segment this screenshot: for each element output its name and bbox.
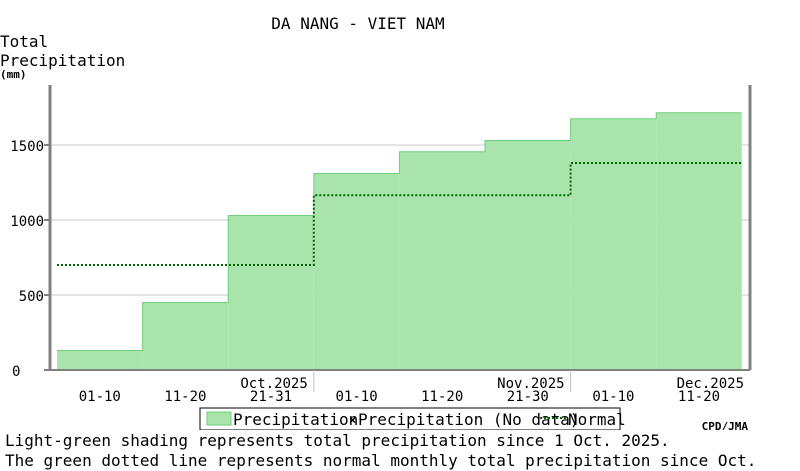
precip-step <box>570 118 657 370</box>
y-tick-label: 0 <box>12 364 20 380</box>
x-period-label: 01-10 <box>336 389 378 405</box>
normal-line <box>57 162 742 266</box>
normal-step-line <box>57 162 742 266</box>
y-axis-label-line2: Precipitation <box>0 51 125 70</box>
chart-title: DA NANG - VIET NAM <box>271 14 444 33</box>
precip-step <box>485 140 571 370</box>
x-period-label: 01-10 <box>79 389 121 405</box>
caption-line-2: The green dotted line represents normal … <box>5 451 757 470</box>
precip-outline <box>57 112 742 351</box>
x-axis-ticks: 01-10 11-20 21-31 01-10 11-20 21-30 01-10 11-20… <box>79 370 744 405</box>
y-axis-ticks: 0 500 1000 1500 <box>10 139 50 380</box>
precip-step <box>656 112 742 370</box>
legend-normal-label: Normal <box>568 410 626 429</box>
precip-step <box>399 151 485 370</box>
caption-line-1: Light-green shading represents total pre… <box>5 431 670 450</box>
precipitation-steps <box>57 112 742 370</box>
x-month-label: Oct.2025 <box>240 376 307 392</box>
precip-step <box>228 215 314 370</box>
x-period-label: 21-31 <box>250 389 292 405</box>
plot-frame <box>48 85 752 371</box>
x-period-label: 11-20 <box>678 389 720 405</box>
y-axis-unit: (mm) <box>0 68 27 81</box>
x-period-label: 01-10 <box>592 389 634 405</box>
x-period-label: 11-20 <box>421 389 463 405</box>
precip-step <box>313 173 400 370</box>
x-period-label: 21-30 <box>507 389 549 405</box>
credit-label: CPD/JMA <box>702 420 749 430</box>
precip-step <box>142 302 229 370</box>
legend-precip-swatch <box>206 411 232 426</box>
y-tick-label: 1000 <box>10 214 44 230</box>
y-axis-label-line1: Total <box>0 32 48 51</box>
precip-step <box>57 350 143 370</box>
x-month-label: Dec.2025 <box>677 376 744 392</box>
legend-nodata-marker-icon: × <box>349 413 356 427</box>
legend: Precipitation × Precipitation (No data) … <box>199 407 626 430</box>
x-period-label: 11-20 <box>164 389 206 405</box>
legend-precip-label: Precipitation <box>233 410 358 429</box>
y-tick-label: 500 <box>19 289 44 305</box>
legend-nodata-label: Precipitation (No data) <box>358 410 580 429</box>
x-month-label: Nov.2025 <box>497 376 564 392</box>
y-tick-label: 1500 <box>10 139 44 155</box>
legend-box <box>199 407 621 430</box>
precipitation-chart: DA NANG - VIET NAM Total Precipitation (… <box>0 14 752 430</box>
